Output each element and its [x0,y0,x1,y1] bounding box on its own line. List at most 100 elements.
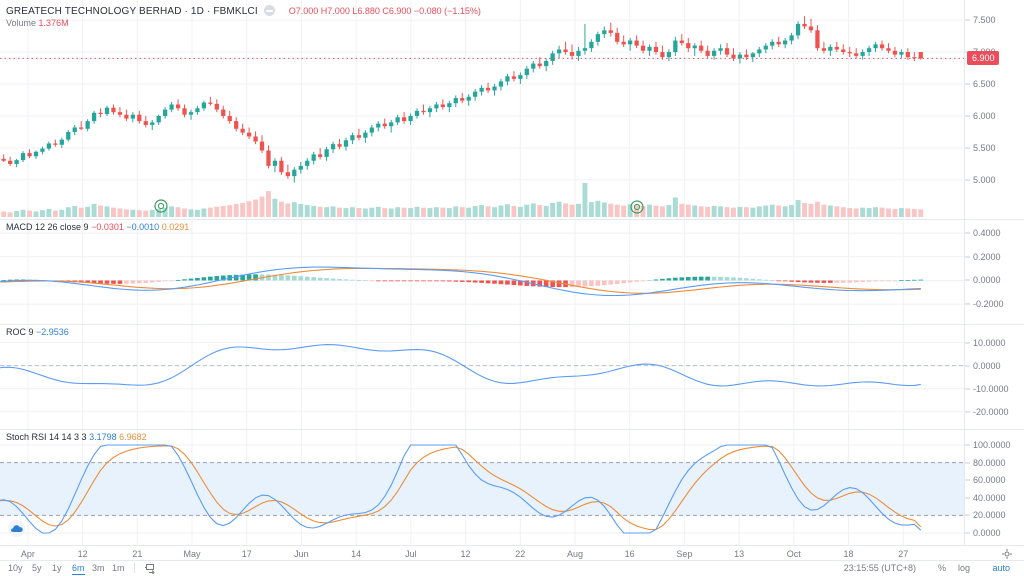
macd-axis[interactable]: 0.4000 0.2000 0.0000 -0.2000 [964,220,1024,324]
timeframe-button-6m[interactable]: 6m [72,563,85,575]
axis-tick-label: 0.4000 [973,228,1001,239]
axis-tick [965,462,970,464]
roc-axis[interactable]: 10.0000 0.0000 -10.0000 -20.0000 [964,325,1024,429]
macd-value-3: 0.0291 [161,222,190,232]
axis-tick-label: 100.0000 [973,440,1011,451]
macd-plot-area[interactable] [0,220,964,324]
axis-tick-label: 40.0000 [973,492,1006,503]
roc-title[interactable]: ROC 9 [6,327,34,337]
stoch-rsi-value-d: 6.9682 [119,432,147,442]
symbol-title[interactable]: GREATECH TECHNOLOGY BERHAD · 1D · FBMKLC… [6,6,258,17]
time-axis-label: 12 [77,549,88,559]
stoch-rsi-legend: Stoch RSI 14 14 3 3 3.1798 6.9682 [6,432,147,443]
axis-tick-label: 10.0000 [973,337,1006,348]
axis-tick [965,444,970,446]
macd-value-2: −0.0010 [126,222,160,232]
axis-tick [965,303,970,305]
axis-tick-label: 6.000 [973,110,996,121]
axis-tick [965,479,970,481]
time-axis-label: 21 [132,549,143,559]
clock-display: 23:15:55 (UTC+8) [843,563,916,573]
tradingview-logo-icon[interactable] [8,520,25,537]
stoch-rsi-plot-area[interactable] [0,430,964,545]
roc-value-1: −2.9536 [36,327,69,337]
stoch-rsi-axis[interactable]: 100.0000 80.0000 60.0000 40.0000 20.0000 0.00… [964,430,1024,545]
axis-tick-label: 80.0000 [973,457,1006,468]
time-axis-label: Jul [405,549,417,559]
pane-divider-1[interactable] [0,219,1024,220]
macd-value-1: −0.0301 [91,222,124,232]
pane-divider-2[interactable] [0,324,1024,325]
timeframe-button-1m[interactable]: 1m [112,563,125,573]
macd-legend: MACD 12 26 close 9 −0.0301 −0.0010 0.029… [6,222,189,233]
time-axis-label: 27 [898,549,909,559]
axis-tick [965,147,970,149]
macd-pane[interactable]: 0.4000 0.2000 0.0000 -0.2000 [0,220,1024,324]
pane-divider-3[interactable] [0,429,1024,430]
time-axis-label: 14 [351,549,362,559]
axis-tick [965,256,970,258]
axis-tick [965,83,970,85]
axis-tick-label: 60.0000 [973,475,1006,486]
timeframe-button-10y[interactable]: 10y [8,563,23,573]
axis-tick-label: 6.500 [973,79,996,89]
macd-title[interactable]: MACD 12 26 close 9 [6,222,89,232]
axis-tick [965,179,970,181]
timeframe-button-1y[interactable]: 1y [52,563,62,573]
axis-tick [965,388,970,390]
axis-tick [965,232,970,234]
time-axis-label: Oct [786,549,801,559]
stoch-rsi-title[interactable]: Stoch RSI 14 14 3 3 [6,432,87,442]
time-axis-label: May [183,549,201,559]
time-axis-label: 13 [734,549,745,559]
current-price-tag[interactable]: 6.900 [967,51,999,66]
axis-tick [965,115,970,117]
log-scale-button[interactable]: log [957,563,970,573]
bottom-toolbar: 10y 5y 1y 6m 3m 1m 23:15:55 (UTC+8)% log auto [0,561,1024,576]
axis-tick-label: -0.2000 [973,299,1004,310]
time-axis-label: Sep [676,549,693,559]
axis-tick-label: 0.0000 [973,275,1001,286]
axis-tick [965,532,970,534]
axis-tick-label: -10.0000 [973,383,1009,394]
axis-tick [965,365,970,367]
time-axis-label: Apr [20,549,35,559]
axis-tick [965,411,970,413]
time-axis-label: 12 [460,549,471,559]
timeframe-button-5y[interactable]: 5y [32,563,42,573]
price-legend: GREATECH TECHNOLOGY BERHAD · 1D · FBMKLC… [6,5,481,29]
ohlc-values: O7.000 H7.000 L6.880 C6.900 −0.080 (−1.1… [288,6,481,16]
time-axis-label: Jun [294,549,309,559]
time-axis-label: 18 [843,549,854,559]
stoch-rsi-pane[interactable]: 100.0000 80.0000 60.0000 40.0000 20.0000 0.00… [0,430,1024,545]
auto-scale-button[interactable]: auto [992,563,1010,573]
time-axis[interactable]: Apr 12 21 May 17 Jun 14 Jul 12 22 Aug 16 Sep 13 Oct 18 2… [0,545,1024,561]
axis-tick [965,19,970,21]
timeframe-button-3m[interactable]: 3m [92,563,105,573]
axis-tick-label: 20.0000 [973,510,1006,521]
axis-tick [965,342,970,344]
toolbar-divider [134,562,135,573]
crosshair-reset-icon[interactable] [1002,549,1012,559]
axis-tick-label: 0.0000 [973,360,1001,371]
axis-tick-label: 7.500 [973,15,996,26]
volume-legend: Volume 1.376M [6,18,481,29]
axis-tick-label: 5.500 [973,142,996,153]
percent-scale-button[interactable]: % [937,563,946,573]
stoch-rsi-value-k: 3.1798 [89,432,117,442]
axis-tick-label: 5.000 [973,174,996,185]
roc-pane[interactable]: 10.0000 0.0000 -10.0000 -20.0000 [0,325,1024,429]
time-axis-label: 17 [241,549,252,559]
eye-icon[interactable] [264,5,276,16]
calendar-range-icon[interactable] [144,563,155,574]
volume-value: 1.376M [38,18,69,28]
time-axis-label: Aug [566,549,583,559]
axis-tick-label: 0.0000 [973,528,1001,538]
axis-tick-label: 0.2000 [973,251,1001,262]
price-plot-area[interactable] [0,0,964,219]
time-axis-label: 22 [515,549,526,559]
roc-plot-area[interactable] [0,325,964,429]
